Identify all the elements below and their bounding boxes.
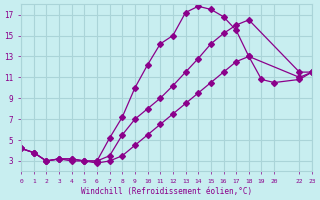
- X-axis label: Windchill (Refroidissement éolien,°C): Windchill (Refroidissement éolien,°C): [81, 187, 252, 196]
